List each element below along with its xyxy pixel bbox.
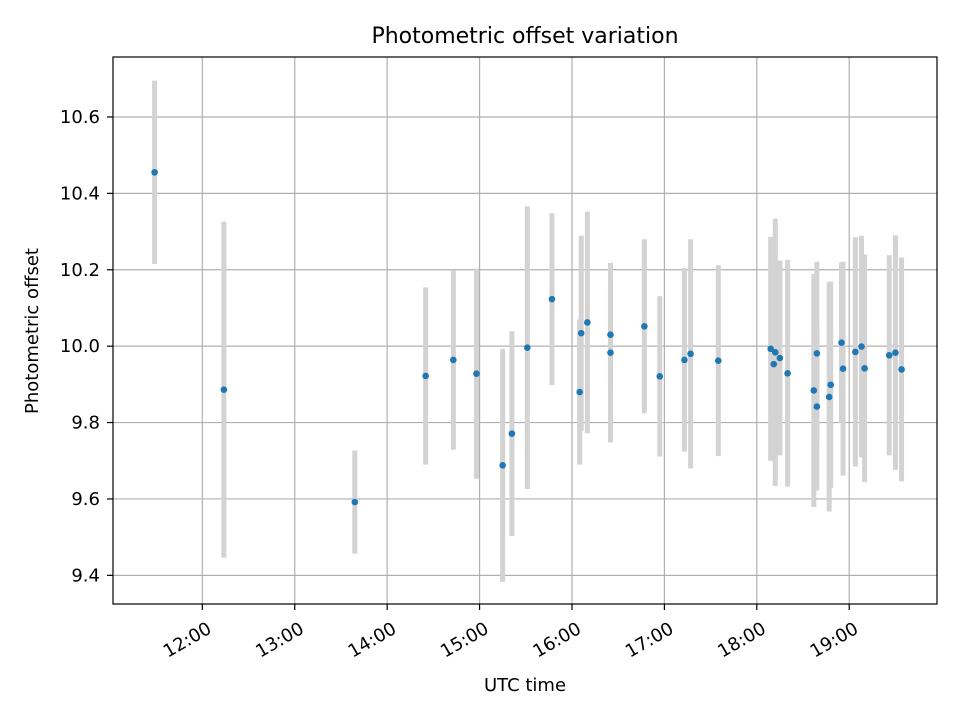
data-point [825,393,833,401]
data-point [770,360,778,368]
data-point [576,388,583,396]
data-point [827,381,835,389]
data-point [681,356,688,364]
data-point [892,349,899,356]
data-point [771,348,779,356]
x-tick-label: 12:00 [160,618,215,662]
data-point [767,345,774,353]
data-point [839,365,847,372]
data-point [499,462,506,469]
x-tick-label: 14:00 [345,618,400,662]
x-axis-ticks: 12:00 13:00 14:00 15:00 16:00 17:00 18:00 19:00 [160,604,862,662]
y-tick-label: 10.0 [60,336,100,357]
data-point [898,366,905,373]
data-point [810,387,818,394]
x-tick-label: 19:00 [807,618,862,662]
y-axis-label: Photometric offset [22,248,43,414]
data-point [220,386,228,394]
data-point [687,350,694,358]
chart-title: Photometric offset variation [371,24,678,49]
data-point [852,348,859,356]
data-point [548,295,556,303]
data-point [607,331,614,339]
x-tick-label: 16:00 [529,618,584,662]
data-point [813,403,821,410]
data-point [861,365,868,372]
data-point [577,329,585,337]
y-tick-label: 9.6 [71,489,100,510]
x-tick-label: 18:00 [714,618,769,662]
y-axis-ticks: 9.4 9.6 9.8 10.0 10.2 10.4 10.6 [60,107,113,586]
error-bars [152,80,905,582]
data-point [524,344,531,351]
data-point [885,352,893,359]
data-point [351,498,359,506]
data-point [858,343,865,350]
data-point [776,354,784,362]
plot-frame [112,56,938,605]
data-point [607,349,614,356]
data-point [151,169,158,176]
y-tick-label: 9.8 [71,413,100,434]
y-tick-label: 10.2 [60,260,100,281]
data-point [422,372,429,380]
y-tick-label: 10.6 [60,107,100,128]
x-axis-label: UTC time [484,675,566,696]
x-tick-label: 17:00 [622,618,677,662]
data-point [450,356,457,364]
x-tick-label: 13:00 [252,618,307,662]
data-point [508,430,516,437]
data-point [714,357,722,364]
x-tick-label: 15:00 [437,618,492,662]
data-point [641,322,648,330]
y-tick-label: 10.4 [60,183,100,204]
y-tick-label: 9.4 [71,565,100,586]
data-point [838,339,845,347]
data-point [584,319,591,326]
data-points [151,169,905,506]
data-point [784,369,791,377]
data-point [656,373,664,380]
data-point [473,370,480,377]
data-point [813,350,821,357]
